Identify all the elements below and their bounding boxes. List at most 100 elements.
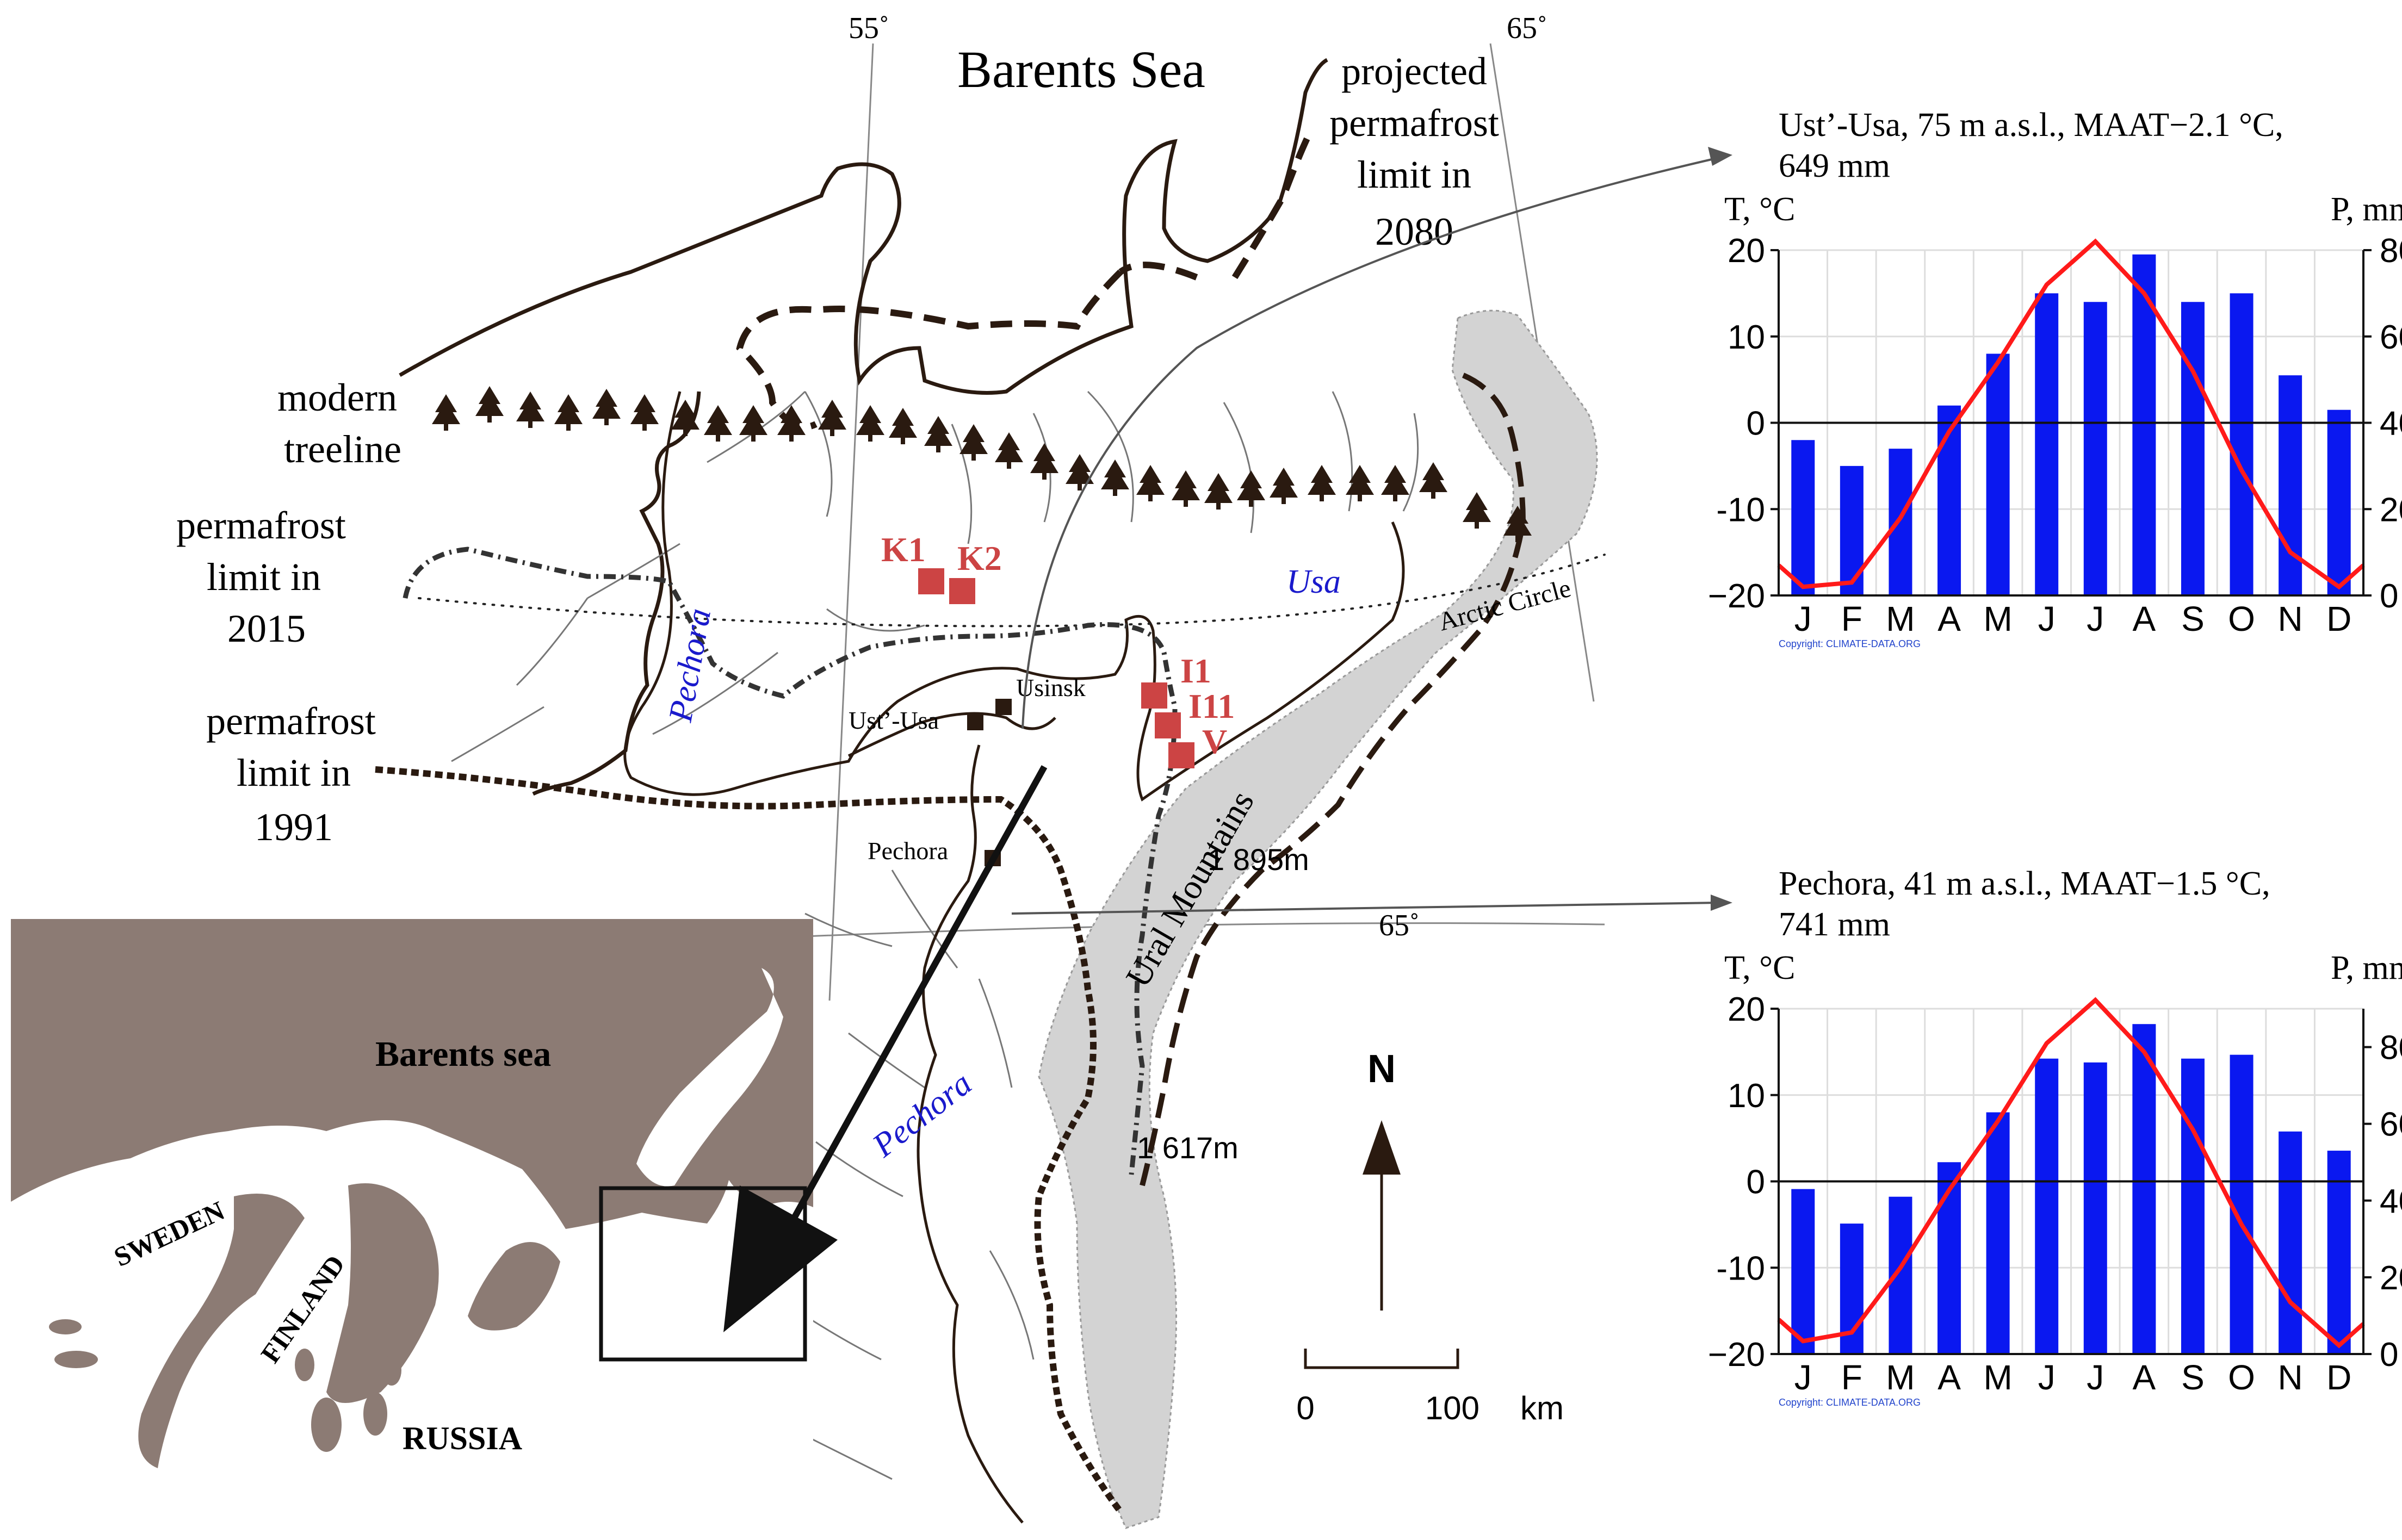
precip-bar (1840, 465, 1864, 595)
left-tick-label: 10 (1728, 1077, 1765, 1115)
precip-bar (1791, 440, 1815, 595)
tree-icon (959, 424, 988, 461)
month-label: A (1937, 599, 1961, 638)
right-tick-label: 80 (2380, 232, 2402, 270)
north-label: N (1367, 1047, 1396, 1091)
precip-bar (1937, 405, 1961, 595)
inset-gulf-of-bothnia (138, 1183, 439, 1468)
svg-text:permafrost: permafrost (206, 699, 376, 743)
precip-bar (2035, 293, 2059, 595)
meridian-65-mid-label: 65˚ (1379, 909, 1420, 942)
site-k2-marker (949, 578, 975, 604)
river-pechora-south-label: Pechora (865, 1065, 979, 1165)
tree-icon (1237, 470, 1265, 507)
tree-icon (592, 389, 621, 425)
month-label: N (2278, 599, 2303, 638)
site-v-label: V (1202, 722, 1227, 761)
precip-bar (2230, 293, 2254, 595)
chart-credit: Copyright: CLIMATE-DATA.ORG (1779, 1397, 1921, 1408)
treeline (432, 386, 1532, 542)
tree-icon (671, 400, 699, 436)
month-label: M (1886, 599, 1915, 638)
ural-mountains-area (1038, 309, 1598, 1529)
month-label: J (2087, 599, 2104, 638)
site-i11-marker (1155, 712, 1181, 738)
right-tick-label: 60 (2380, 1106, 2402, 1144)
inset-sea-label: Barents sea (375, 1034, 551, 1074)
meridian-65-top-label: 65˚ (1507, 11, 1547, 45)
river-usa-label: Usa (1286, 563, 1341, 600)
svg-text:limit in: limit in (1357, 153, 1471, 196)
site-k2-label: K2 (957, 539, 1002, 578)
left-tick-label: −20 (1708, 1336, 1765, 1374)
precip-bar (1986, 353, 2010, 595)
tree-icon (1204, 473, 1233, 510)
tree-icon (630, 394, 659, 431)
sea-label: Barents Sea (957, 40, 1205, 98)
arrow-head-pechora (1711, 895, 1732, 911)
right-tick-label: 60 (2380, 319, 2402, 356)
month-label: M (1983, 1358, 2012, 1397)
month-label: J (2038, 1358, 2056, 1397)
tree-icon (432, 394, 460, 431)
temperature-line (1777, 997, 2365, 1349)
month-label: F (1841, 599, 1862, 638)
projected-2080-label: projected permafrost limit in 2080 (1329, 49, 1499, 253)
town-ust-usa-marker (967, 714, 983, 730)
elevation-1895-label: 1 895m (1208, 842, 1309, 877)
tree-icon (1136, 465, 1165, 501)
site-i1-label: I1 (1180, 651, 1211, 690)
arrow-to-ust-usa-chart (1022, 157, 1719, 729)
tree-icon (818, 400, 846, 436)
site-k1-label: K1 (881, 530, 926, 569)
month-label: F (1841, 1358, 1862, 1397)
chart-subtitle: 649 mm (1779, 147, 1890, 184)
inset-russia-label: RUSSIA (403, 1420, 522, 1456)
precip-bar (2230, 1054, 2254, 1354)
meridian-55-label: 55˚ (849, 11, 889, 45)
town-usinsk-marker (995, 699, 1012, 715)
permafrost-2080-line (736, 129, 1314, 430)
chart-left-axis-label: T, °C (1724, 191, 1795, 228)
tree-icon (1172, 470, 1200, 507)
coastline (399, 58, 1328, 395)
temperature-line (1777, 238, 2365, 590)
scale-bar (1304, 1349, 1459, 1369)
tree-icon (1381, 465, 1409, 501)
chart-right-axis-label: P, mm (2331, 949, 2402, 986)
tree-icon (739, 405, 767, 442)
arctic-circle-line (418, 554, 1606, 628)
month-label: D (2326, 599, 2351, 638)
pechora-south (917, 744, 1024, 1524)
chart-subtitle: 741 mm (1779, 906, 1890, 943)
tree-icon (1066, 454, 1094, 490)
precip-bar (2083, 302, 2107, 595)
month-label: M (1886, 1358, 1915, 1397)
tree-icon (1308, 465, 1336, 501)
chart-credit: Copyright: CLIMATE-DATA.ORG (1779, 638, 1921, 649)
precip-bar (2181, 1058, 2205, 1354)
inset-white-sea (468, 1242, 560, 1331)
month-label: J (1794, 599, 1812, 638)
tree-icon (704, 405, 732, 442)
right-tick-label: 40 (2380, 1183, 2402, 1220)
left-tick-label: -10 (1716, 491, 1765, 529)
right-tick-label: 20 (2380, 1259, 2402, 1297)
precip-bar (1889, 449, 1912, 595)
main-map: 55˚ 65˚ 65˚ (176, 11, 1732, 1529)
left-tick-label: -10 (1716, 1250, 1765, 1287)
tree-icon (889, 408, 917, 444)
tree-icon (554, 394, 583, 431)
site-k1-marker (918, 568, 944, 594)
pf1991-label: permafrost limit in 1991 (206, 699, 376, 849)
svg-text:modern: modern (277, 376, 397, 419)
arrow-head-ust-usa (1708, 147, 1732, 166)
month-label: O (2228, 599, 2255, 638)
left-tick-label: 20 (1728, 991, 1765, 1028)
right-tick-label: 40 (2380, 405, 2402, 443)
chart-title: Pechora, 41 m a.s.l., MAAT−1.5 °C, (1779, 865, 2270, 902)
precip-bar (2279, 1131, 2302, 1354)
right-tick-label: 20 (2380, 491, 2402, 529)
tree-icon (924, 416, 952, 452)
svg-text:1991: 1991 (255, 805, 333, 849)
